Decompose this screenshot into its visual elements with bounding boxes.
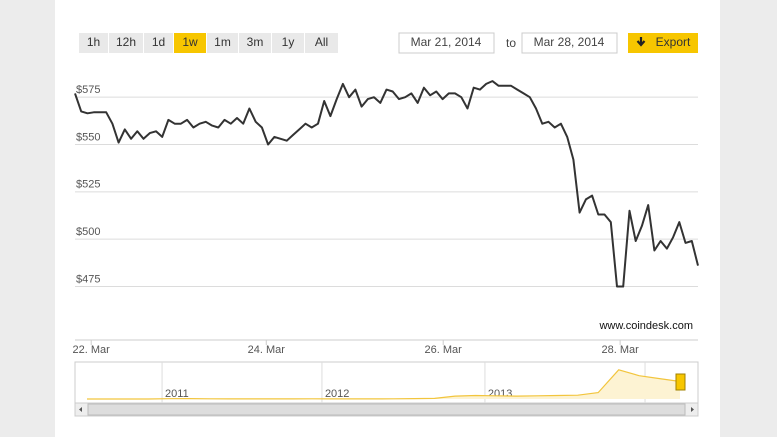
date-to: Mar 28, 2014: [534, 35, 605, 49]
range-button[interactable]: [272, 33, 304, 53]
range-button-label: 3m: [247, 35, 264, 49]
y-tick-label: $475: [76, 273, 100, 285]
range-button-label: 12h: [116, 35, 136, 49]
range-button[interactable]: [144, 33, 173, 53]
export-icon: [636, 37, 646, 47]
range-button-label: All: [315, 35, 328, 49]
y-tick-label: $550: [76, 131, 100, 143]
scrollbar-thumb[interactable]: [87, 403, 686, 416]
navigator-area: [87, 369, 680, 399]
credit: www.coindesk.com: [598, 320, 693, 332]
range-button[interactable]: [305, 33, 338, 53]
y-tick-label: $575: [76, 84, 100, 96]
date-from: Mar 21, 2014: [411, 35, 482, 49]
x-tick-label: 22. Mar: [73, 344, 111, 356]
y-tick-label: $500: [76, 226, 100, 238]
navigator-year-label: 2012: [325, 388, 349, 400]
navigator-handle[interactable]: [675, 373, 686, 391]
range-button-label: 1w: [182, 35, 198, 49]
range-button[interactable]: [207, 33, 238, 53]
y-tick-label: $525: [76, 179, 100, 191]
range-button-label: 1m: [214, 35, 231, 49]
navigator-year-label: 2011: [165, 388, 189, 400]
range-button-label: 1d: [152, 35, 165, 49]
x-tick-label: 28. Mar: [601, 344, 639, 356]
range-button[interactable]: [174, 33, 206, 53]
range-button-label: 1y: [282, 35, 295, 49]
range-button[interactable]: [239, 33, 271, 53]
export-button[interactable]: [628, 33, 698, 53]
range-selector: 1h 12h 1d 1w 1m 3m 1y All: [79, 33, 338, 53]
range-button-label: 1h: [87, 35, 100, 49]
date-to-input[interactable]: [521, 32, 618, 54]
price-line: [74, 80, 699, 288]
export-label: Export: [656, 35, 691, 49]
x-tick-label: 26. Mar: [425, 344, 463, 356]
date-from-input[interactable]: [398, 32, 495, 54]
navigator-line: [87, 369, 681, 400]
date-separator: to: [506, 36, 516, 50]
x-tick-label: 24. Mar: [248, 344, 286, 356]
range-button[interactable]: [109, 33, 143, 53]
range-button[interactable]: [79, 33, 108, 53]
